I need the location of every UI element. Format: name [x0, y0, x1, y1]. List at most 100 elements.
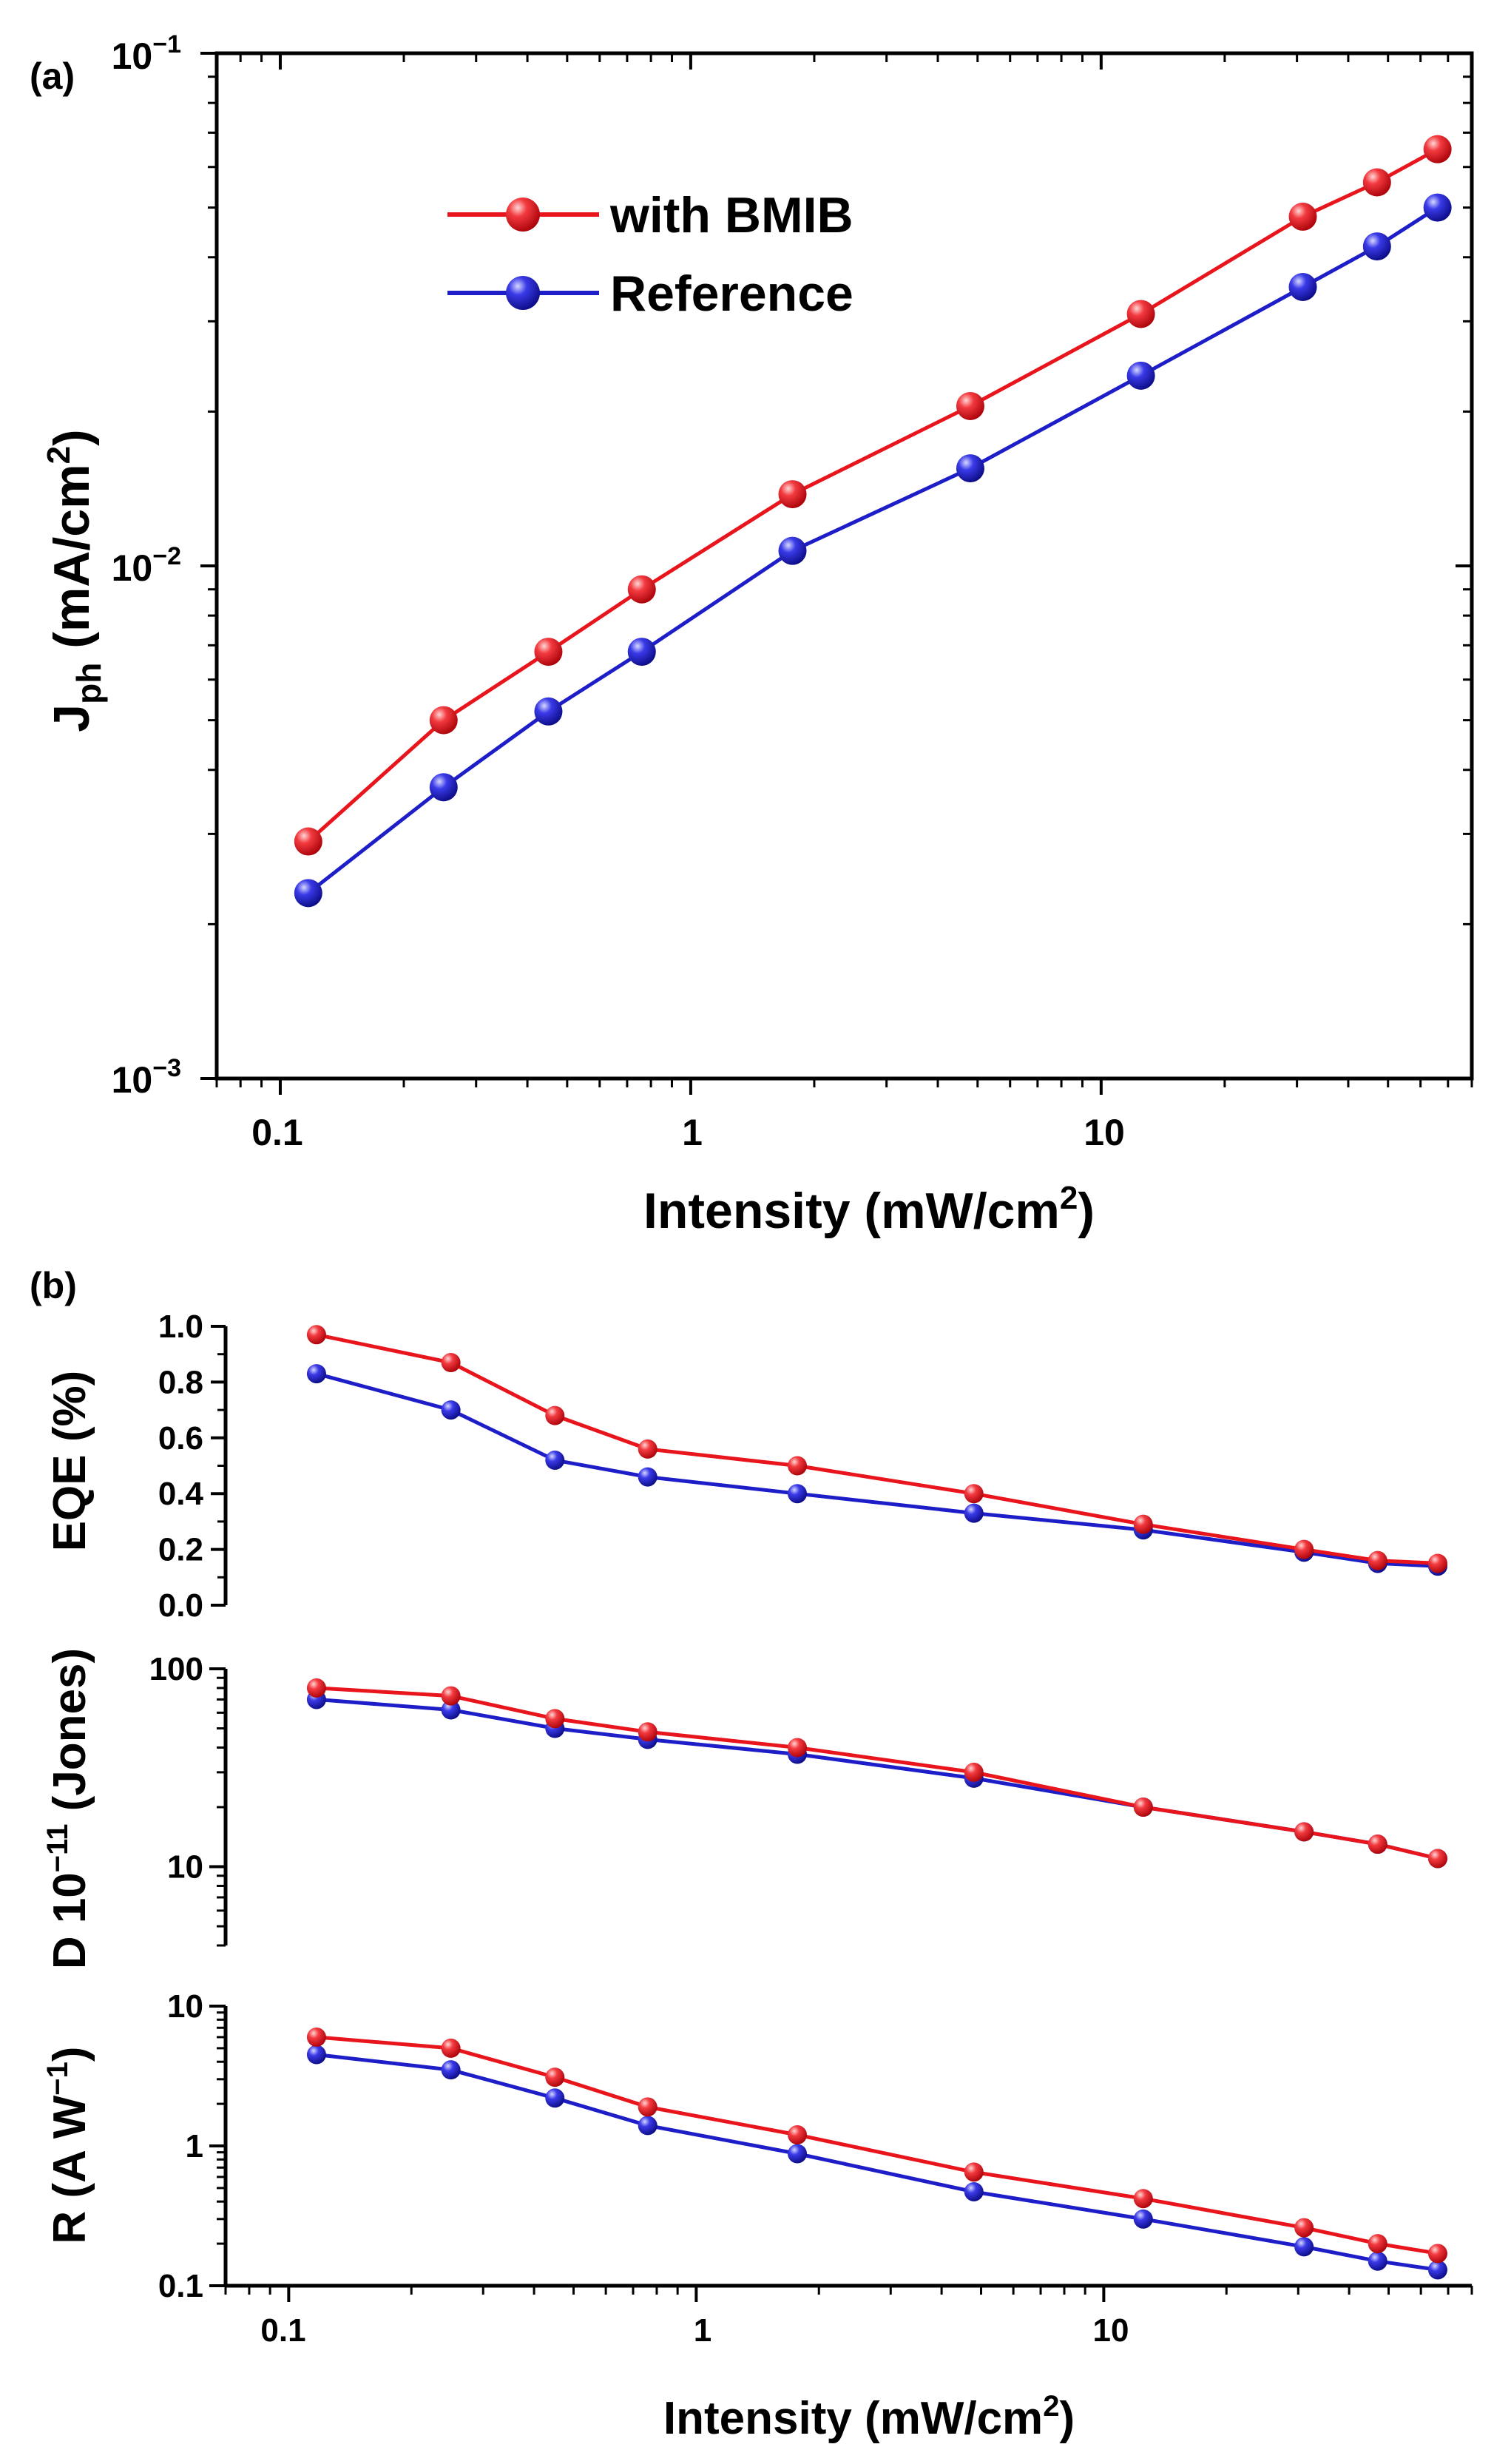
eqe-point-with_bmib — [638, 1439, 658, 1459]
a-point-with_bmib — [627, 575, 656, 604]
eqe-y-tick-label: 0.0 — [158, 1587, 203, 1624]
a-point-reference — [1423, 193, 1452, 222]
eqe-line-with_bmib — [316, 1332, 1439, 1565]
det-point-with_bmib — [441, 1686, 461, 1706]
eqe-y-tick-label: 0.6 — [158, 1420, 203, 1457]
a-point-reference — [294, 879, 322, 908]
det-point-with_bmib — [1427, 1849, 1447, 1869]
eqe-point-reference — [306, 1364, 326, 1384]
det-point-with_bmib — [638, 1722, 658, 1742]
eqe-point-with_bmib — [1427, 1553, 1447, 1573]
eqe-point-with_bmib — [964, 1484, 984, 1504]
resp-point-with_bmib — [1368, 2234, 1387, 2254]
resp-line-reference — [316, 2053, 1439, 2272]
legend-marker-with-bmib — [506, 198, 540, 232]
a-point-with_bmib — [429, 706, 458, 735]
det-point-with_bmib — [545, 1709, 565, 1729]
resp-point-with_bmib — [1133, 2189, 1153, 2209]
det-point-with_bmib — [1294, 1822, 1314, 1842]
a-point-reference — [956, 454, 984, 483]
x-axis-title-b: Intensity (mW/cm2) — [663, 2390, 1075, 2444]
a-point-reference — [534, 697, 563, 726]
resp-point-reference — [1427, 2260, 1447, 2280]
a-point-with_bmib — [1126, 300, 1155, 328]
resp-point-with_bmib — [1427, 2244, 1447, 2264]
a-point-with_bmib — [534, 638, 563, 666]
x-axis-title-a: Intensity (mW/cm2) — [643, 1180, 1095, 1239]
det-y-tick-label: 10 — [167, 1849, 203, 1886]
resp-point-reference — [964, 2181, 984, 2201]
resp-y-tick-label: 10 — [167, 1988, 203, 2025]
det-point-with_bmib — [306, 1678, 326, 1698]
plot-area-detectivity: 100 10 — [149, 1651, 1447, 1947]
a-point-with_bmib — [778, 480, 807, 509]
eqe-point-reference — [545, 1450, 565, 1470]
resp-line-with_bmib — [316, 2035, 1439, 2255]
legend-label-with-bmib: with BMIB — [609, 187, 853, 243]
det-point-reference — [441, 1700, 461, 1720]
resp-point-reference — [638, 2116, 658, 2136]
resp-point-reference — [545, 2088, 565, 2108]
a-point-with_bmib — [1288, 202, 1317, 231]
eqe-point-reference — [964, 1503, 984, 1523]
eqe-y-tick-label: 1.0 — [158, 1309, 203, 1345]
a-point-reference — [778, 536, 807, 565]
resp-point-with_bmib — [441, 2038, 461, 2058]
x-tick-label-a-10: 10 — [1084, 1112, 1125, 1153]
legend-marker-reference — [506, 276, 540, 310]
resp-point-with_bmib — [964, 2162, 984, 2182]
det-point-with_bmib — [1368, 1835, 1387, 1854]
y-tick-label-a-2: 10−2 — [112, 542, 181, 589]
resp-point-with_bmib — [788, 2125, 808, 2145]
resp-point-with_bmib — [545, 2068, 565, 2087]
resp-point-reference — [788, 2144, 808, 2164]
det-point-with_bmib — [964, 1762, 984, 1782]
x-tick-label-b-10: 10 — [1093, 2312, 1129, 2349]
eqe-y-tick-label: 0.2 — [158, 1532, 203, 1568]
resp-point-reference — [1368, 2251, 1387, 2271]
y-axis-title-eqe: EQE (%) — [44, 1371, 95, 1552]
resp-point-reference — [1133, 2209, 1153, 2229]
y-axis-title-responsivity: R (A W−1) — [41, 2046, 95, 2244]
eqe-point-with_bmib — [1133, 1514, 1153, 1534]
eqe-point-reference — [638, 1467, 658, 1487]
resp-point-with_bmib — [306, 2027, 326, 2047]
eqe-point-with_bmib — [1294, 1539, 1314, 1559]
x-tick-label-a-1: 1 — [682, 1112, 703, 1153]
a-point-with_bmib — [956, 391, 984, 420]
resp-y-tick-label: 0.1 — [158, 2268, 203, 2304]
eqe-point-with_bmib — [1368, 1550, 1387, 1570]
resp-y-tick-label: 1 — [186, 2128, 203, 2164]
a-point-reference — [1126, 361, 1155, 390]
resp-point-reference — [441, 2060, 461, 2080]
eqe-line-reference — [316, 1371, 1439, 1568]
a-point-with_bmib — [1423, 135, 1452, 163]
plot-area-responsivity: 10 1 0.1 — [158, 1988, 1473, 2304]
legend-label-reference: Reference — [610, 266, 853, 322]
a-point-reference — [627, 638, 656, 666]
eqe-point-with_bmib — [545, 1405, 565, 1425]
resp-point-with_bmib — [638, 2097, 658, 2117]
eqe-point-reference — [441, 1400, 461, 1420]
eqe-point-reference — [788, 1484, 808, 1504]
y-tick-label-a-1: 10−1 — [112, 30, 181, 77]
x-tick-label-b-0.1: 0.1 — [260, 2312, 305, 2349]
a-point-with_bmib — [1362, 168, 1391, 197]
a-line-with_bmib — [307, 147, 1439, 843]
det-point-with_bmib — [788, 1738, 808, 1758]
eqe-point-with_bmib — [788, 1456, 808, 1476]
eqe-point-with_bmib — [441, 1353, 461, 1373]
plot-area-a — [200, 51, 1474, 1095]
det-line-reference — [316, 1697, 1439, 1860]
resp-point-reference — [1294, 2237, 1314, 2257]
y-tick-label-a-3: 10−3 — [112, 1054, 181, 1101]
a-point-with_bmib — [294, 827, 322, 856]
eqe-y-tick-label: 0.4 — [158, 1476, 204, 1512]
resp-point-reference — [306, 2045, 326, 2065]
a-point-reference — [429, 773, 458, 802]
a-point-reference — [1288, 272, 1317, 301]
plot-area-eqe: 0.0 0.2 0.4 0.6 0.8 1.0 — [158, 1309, 1447, 1624]
x-tick-label-a-0.1: 0.1 — [251, 1112, 303, 1153]
det-y-tick-label: 100 — [149, 1651, 203, 1687]
